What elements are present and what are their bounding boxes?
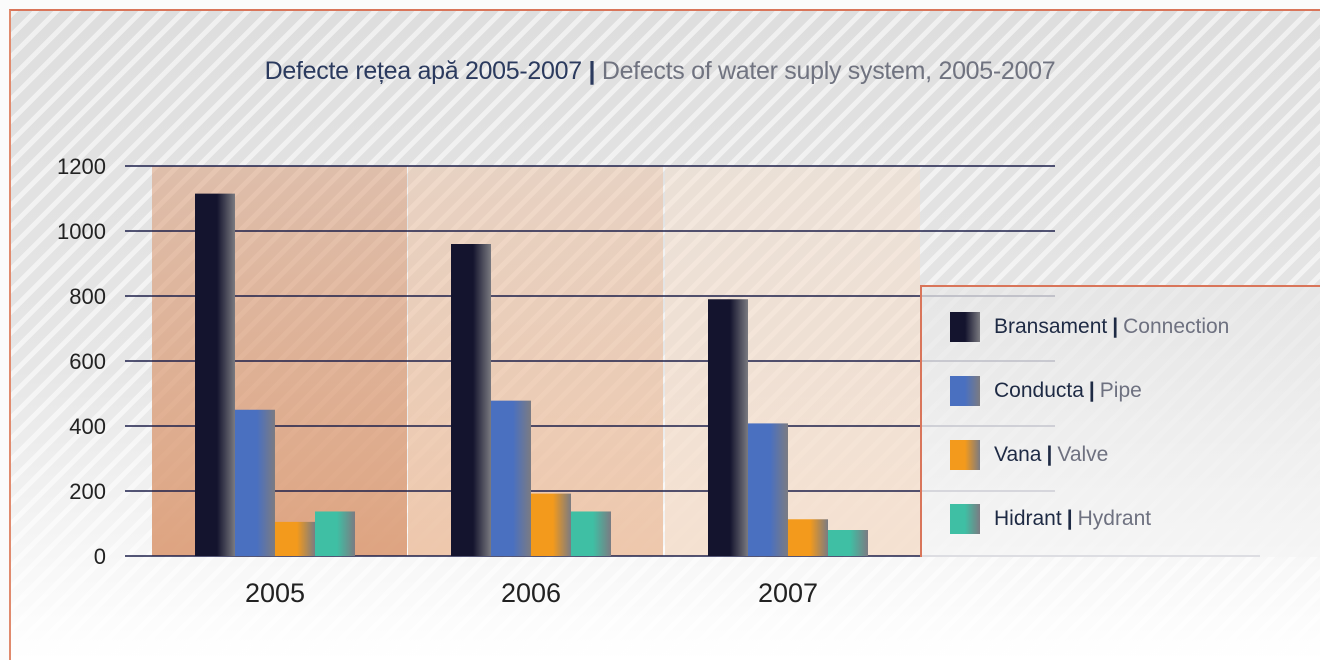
bar-hidrant-2005	[315, 511, 355, 556]
bar-conducta-2006	[491, 400, 531, 556]
legend-label-en-conducta: Pipe	[1099, 379, 1142, 402]
legend-label-en-hidrant: Hydrant	[1077, 507, 1152, 530]
bar-bransament-2006	[451, 244, 491, 556]
legend-item-bransament: Bransament | Connection	[950, 309, 1229, 345]
bar-vana-2006	[531, 493, 571, 556]
chart-title-separator: |	[588, 57, 596, 85]
legend-label-en-vana: Valve	[1057, 443, 1109, 466]
legend-label-vana: Vana	[994, 443, 1042, 466]
legend-swatch-hidrant	[950, 504, 980, 534]
legend-label-hidrant: Hidrant	[994, 507, 1062, 530]
legend-swatch-bransament	[950, 312, 980, 342]
chart-title-main: Defecte rețea apă 2005-2007	[264, 57, 582, 85]
bar-conducta-2007	[748, 423, 788, 556]
legend-label-conducta: Conducta	[994, 379, 1084, 402]
x-category-label-2006: 2006	[501, 578, 561, 608]
legend-separator: |	[1046, 443, 1053, 466]
legend-label-bransament: Bransament	[994, 315, 1108, 338]
legend-swatch-vana	[950, 440, 980, 470]
legend-swatch-conducta	[950, 376, 980, 406]
bar-hidrant-2006	[571, 511, 611, 556]
bar-bransament-2007	[708, 299, 748, 556]
x-category-label-2005: 2005	[245, 578, 305, 608]
chart-title-sub: Defects of water suply system, 2005-2007	[601, 57, 1056, 85]
legend-item-hidrant: Hidrant | Hydrant	[950, 501, 1151, 537]
y-tick-label-600: 600	[69, 349, 106, 374]
legend-separator: |	[1112, 315, 1119, 338]
legend-separator: |	[1088, 379, 1095, 402]
y-tick-label-1000: 1000	[57, 219, 106, 244]
y-tick-label-0: 0	[94, 544, 106, 569]
bar-vana-2007	[788, 519, 828, 556]
bar-hidrant-2007	[828, 530, 868, 556]
x-category-label-2007: 2007	[758, 578, 818, 608]
y-tick-label-800: 800	[69, 284, 106, 309]
legend-label-en-bransament: Connection	[1123, 315, 1230, 338]
chart-title: Defecte rețea apă 2005-2007 | Defects of…	[0, 57, 1320, 86]
legend: Bransament | Connection Conducta | Pipe Vana | V…	[920, 285, 1320, 557]
y-tick-label-200: 200	[69, 479, 106, 504]
legend-separator: |	[1066, 507, 1073, 530]
bar-vana-2005	[275, 521, 315, 556]
legend-item-vana: Vana | Valve	[950, 437, 1108, 473]
bar-bransament-2005	[195, 193, 235, 556]
y-tick-label-400: 400	[69, 414, 106, 439]
bar-conducta-2005	[235, 409, 275, 556]
legend-item-conducta: Conducta | Pipe	[950, 373, 1142, 409]
y-tick-label-1200: 1200	[57, 154, 106, 179]
